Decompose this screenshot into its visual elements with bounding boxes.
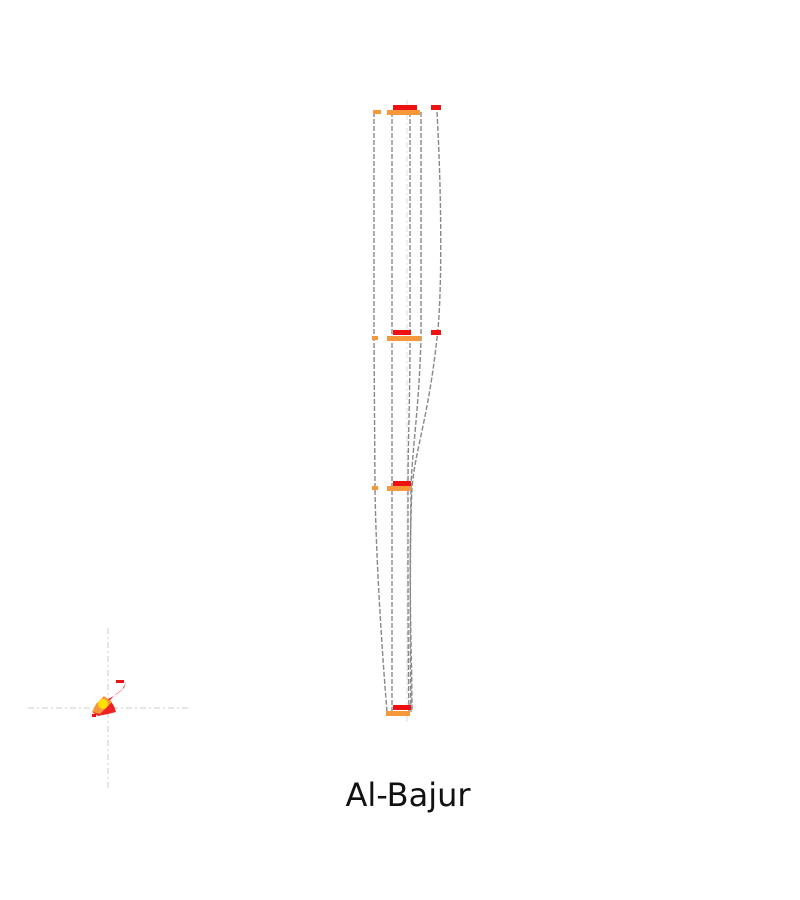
marker-orange bbox=[387, 486, 411, 491]
marker-red bbox=[393, 330, 411, 335]
outline-far-right bbox=[409, 111, 442, 713]
place-name-label: Al-Bajur bbox=[345, 776, 471, 814]
locator-inset bbox=[28, 628, 188, 788]
marker-orange bbox=[372, 336, 378, 340]
marker-red bbox=[393, 481, 411, 486]
locator-dot bbox=[92, 714, 96, 717]
marker-red bbox=[431, 105, 441, 110]
marker-orange bbox=[386, 711, 410, 716]
markers-level-2 bbox=[372, 330, 441, 341]
markers-level-3 bbox=[372, 481, 411, 491]
markers-level-1 bbox=[373, 105, 441, 115]
locator-core bbox=[98, 699, 108, 709]
marker-orange bbox=[387, 336, 421, 341]
markers-level-4 bbox=[386, 705, 411, 716]
marker-orange bbox=[372, 486, 378, 490]
marker-red bbox=[393, 105, 417, 110]
locator-dot bbox=[116, 680, 124, 683]
marker-orange bbox=[373, 110, 381, 114]
outline-right bbox=[409, 112, 422, 713]
outline-curves bbox=[373, 111, 442, 713]
marker-red bbox=[393, 705, 411, 710]
marker-red bbox=[431, 330, 441, 335]
outline-mid-right bbox=[407, 112, 411, 713]
marker-orange bbox=[387, 110, 420, 115]
outline-left bbox=[373, 112, 388, 713]
